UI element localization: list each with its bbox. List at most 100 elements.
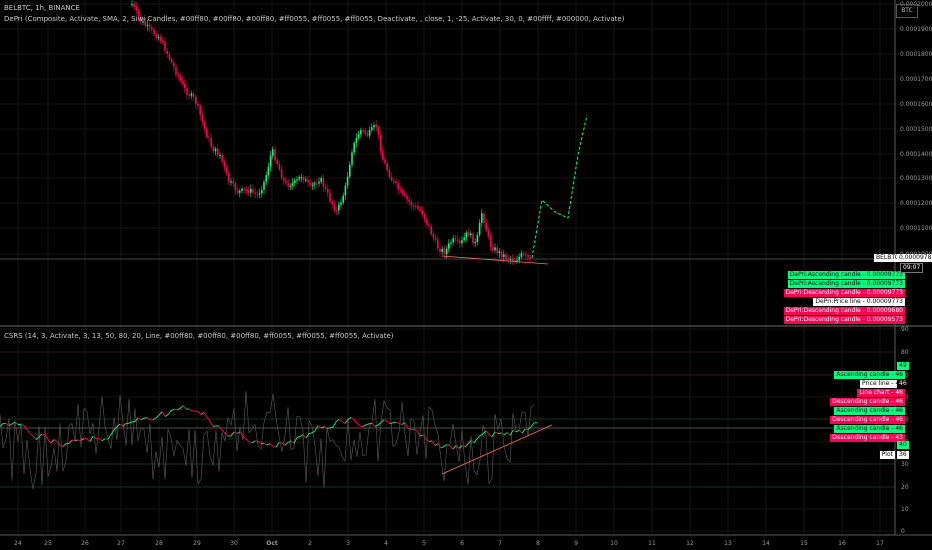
descending-candle bbox=[247, 189, 250, 193]
csrs-signal-segment bbox=[107, 434, 112, 440]
ascending-candle bbox=[448, 243, 450, 249]
depri-value-label: DePri:Descending candle - 0.00009773 bbox=[783, 289, 905, 297]
ascending-candle bbox=[269, 155, 272, 167]
descending-candle bbox=[439, 248, 441, 252]
descending-candle bbox=[362, 130, 364, 132]
descending-candle bbox=[206, 128, 208, 138]
time-axis-label: 14 bbox=[762, 540, 770, 547]
last-price-tag: 0.00009782 bbox=[897, 254, 932, 262]
csrs-signal-segment bbox=[101, 438, 106, 442]
ascending-candle bbox=[261, 189, 263, 194]
descending-candle bbox=[135, 6, 138, 11]
csrs-signal-segment bbox=[440, 446, 445, 449]
csrs-signal-segment bbox=[128, 421, 133, 424]
depri-indicator-title[interactable]: DePri (Composite, Activate, SMA, 2, Siwi… bbox=[4, 15, 625, 23]
time-axis-label: 4 bbox=[384, 540, 388, 547]
csrs-signal-segment bbox=[473, 438, 478, 444]
descending-candle bbox=[280, 169, 283, 179]
ascending-candle bbox=[346, 176, 349, 186]
csrs-signal-segment bbox=[479, 433, 484, 437]
descending-candle bbox=[401, 190, 404, 194]
descending-candle bbox=[173, 62, 175, 67]
ascending-candle bbox=[509, 258, 512, 261]
time-axis-label: 2 bbox=[308, 540, 312, 547]
csrs-signal-segment bbox=[314, 425, 319, 432]
descending-candle bbox=[525, 254, 527, 256]
descending-candle bbox=[379, 135, 382, 151]
descending-candle bbox=[483, 213, 485, 223]
csrs-value-label: Descending candle - 43 bbox=[830, 434, 905, 442]
csrs-signal-segment bbox=[419, 434, 424, 437]
csrs-signal-segment bbox=[350, 417, 355, 420]
descending-candle bbox=[432, 234, 435, 238]
ascending-candle bbox=[452, 238, 454, 243]
csrs-signal-segment bbox=[272, 445, 277, 448]
csrs-signal-segment bbox=[116, 423, 121, 427]
csrs-signal-segment bbox=[290, 440, 295, 444]
csrs-signal-segment bbox=[188, 408, 193, 412]
descending-candle bbox=[329, 193, 331, 202]
ascending-candle bbox=[503, 254, 505, 257]
ascending-candle bbox=[516, 260, 518, 262]
descending-candle bbox=[324, 186, 327, 189]
csrs-signal-segment bbox=[413, 428, 418, 432]
csrs-signal-segment bbox=[395, 421, 400, 424]
descending-candle bbox=[382, 150, 384, 160]
descending-candle bbox=[228, 173, 230, 182]
csrs-signal-segment bbox=[356, 422, 361, 427]
csrs-signal-segment bbox=[359, 425, 364, 427]
ascending-candle bbox=[272, 149, 274, 156]
depri-value-label: DePri:Ascending candle - 0.00009773 bbox=[787, 271, 905, 279]
ascending-candle bbox=[241, 188, 243, 191]
csrs-signal-segment bbox=[404, 422, 409, 429]
descending-candle bbox=[522, 253, 525, 255]
csrs-signal-segment bbox=[386, 420, 391, 425]
descending-candle bbox=[144, 21, 146, 26]
csrs-signal-segment bbox=[491, 431, 496, 437]
currency-badge[interactable]: BTC bbox=[896, 4, 918, 18]
ascending-candle bbox=[296, 179, 298, 181]
csrs-signal-segment bbox=[347, 417, 352, 421]
csrs-indicator-title[interactable]: CSRS (14, 3, Activate, 3, 13, 50, 80, 20… bbox=[4, 332, 394, 340]
csrs-signal-segment bbox=[44, 434, 49, 440]
time-axis-label: 11 bbox=[648, 540, 656, 547]
csrs-signal-segment bbox=[362, 424, 367, 427]
csrs-signal-segment bbox=[389, 422, 394, 425]
ascending-candle bbox=[190, 93, 193, 96]
csrs-signal-segment bbox=[329, 426, 334, 429]
descending-candle bbox=[252, 189, 254, 193]
csrs-signal-segment bbox=[242, 435, 247, 440]
csrs-signal-segment bbox=[146, 417, 151, 421]
depri-value-label: DePri:Ascending candle - 0.00009773 bbox=[787, 280, 905, 288]
descending-candle bbox=[278, 164, 281, 170]
ascending-candle bbox=[239, 190, 241, 193]
ascending-candle bbox=[371, 127, 373, 131]
depri-value-label: DePri:Descending candle - 0.00009573 bbox=[783, 316, 905, 324]
ascending-candle bbox=[318, 181, 320, 184]
descending-candle bbox=[430, 226, 432, 235]
descending-candle bbox=[364, 130, 366, 134]
descending-candle bbox=[415, 205, 417, 208]
support-trendline bbox=[441, 255, 549, 265]
descending-candle bbox=[489, 236, 492, 248]
descending-candle bbox=[221, 154, 223, 162]
csrs-signal-segment bbox=[296, 436, 301, 438]
ascending-candle bbox=[360, 130, 362, 135]
ascending-candle bbox=[357, 134, 360, 139]
symbol-title[interactable]: BELBTC, 1h, BINANCE bbox=[4, 4, 80, 12]
projection-line bbox=[531, 114, 588, 259]
csrs-value-label: Descending candle - 46 bbox=[830, 398, 905, 406]
descending-candle bbox=[236, 190, 239, 193]
ascending-candle bbox=[230, 181, 232, 183]
csrs-signal-segment bbox=[398, 422, 403, 425]
descending-candle bbox=[316, 183, 318, 185]
ascending-candle bbox=[214, 148, 217, 152]
descending-candle bbox=[232, 181, 234, 184]
descending-candle bbox=[181, 80, 184, 84]
time-axis-label: 17 bbox=[876, 540, 884, 547]
csrs-signal-segment bbox=[263, 442, 268, 446]
